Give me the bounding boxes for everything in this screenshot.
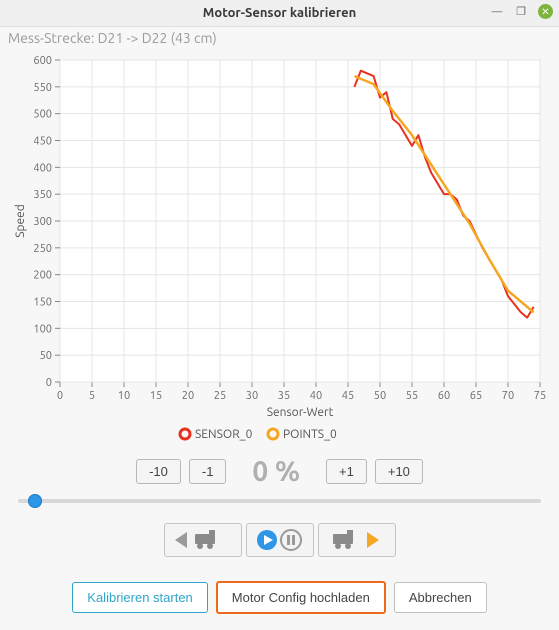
svg-text:Sensor-Wert: Sensor-Wert	[266, 406, 333, 419]
svg-text:50: 50	[39, 350, 51, 362]
play-pause-button[interactable]	[246, 523, 314, 557]
reverse-button[interactable]	[164, 523, 242, 557]
calibrate-start-button[interactable]: Kalibrieren starten	[72, 582, 208, 613]
cancel-button[interactable]: Abbrechen	[394, 582, 487, 613]
svg-text:550: 550	[33, 82, 52, 94]
reverse-train-icon	[173, 528, 233, 552]
maximize-icon[interactable]: ❐	[514, 5, 528, 19]
svg-text:15: 15	[149, 390, 161, 402]
svg-text:150: 150	[33, 297, 52, 309]
svg-text:450: 450	[33, 136, 52, 148]
minimize-icon[interactable]: —	[490, 5, 504, 19]
svg-text:600: 600	[33, 55, 52, 67]
svg-text:40: 40	[309, 390, 321, 402]
play-pause-icon	[255, 528, 305, 552]
svg-text:20: 20	[181, 390, 193, 402]
step-minus-10-button[interactable]: -10	[136, 459, 181, 484]
svg-text:350: 350	[33, 189, 52, 201]
svg-text:0: 0	[45, 377, 51, 389]
window-title: Motor-Sensor kalibrieren	[203, 6, 356, 20]
svg-text:400: 400	[33, 162, 52, 174]
step-plus-1-button[interactable]: +1	[326, 459, 367, 484]
forward-button[interactable]	[318, 523, 396, 557]
svg-text:100: 100	[33, 323, 52, 335]
svg-text:POINTS_0: POINTS_0	[283, 428, 337, 441]
svg-text:55: 55	[405, 390, 417, 402]
svg-text:25: 25	[213, 390, 225, 402]
svg-text:Speed: Speed	[14, 204, 27, 238]
svg-text:70: 70	[501, 390, 513, 402]
close-icon[interactable]: ✕	[538, 4, 553, 19]
svg-text:500: 500	[33, 109, 52, 121]
svg-text:10: 10	[117, 390, 129, 402]
step-value-label: 0 %	[252, 456, 300, 487]
svg-text:65: 65	[469, 390, 481, 402]
forward-train-icon	[327, 528, 387, 552]
svg-text:SENSOR_0: SENSOR_0	[195, 428, 253, 441]
upload-config-button[interactable]: Motor Config hochladen	[216, 581, 386, 614]
svg-text:60: 60	[437, 390, 449, 402]
step-minus-1-button[interactable]: -1	[189, 459, 227, 484]
svg-text:250: 250	[33, 243, 52, 255]
svg-text:30: 30	[245, 390, 257, 402]
speed-slider[interactable]	[18, 499, 541, 503]
svg-text:35: 35	[277, 390, 289, 402]
svg-text:0: 0	[56, 390, 62, 402]
svg-text:5: 5	[88, 390, 94, 402]
calibration-chart: 0 5 10 15 20 25 30 35 40 45 50 55 60 65 70 75 0 50 100 150 2…	[10, 48, 550, 448]
measurement-path-label: Mess-Strecke: D21 -> D22 (43 cm)	[0, 27, 559, 48]
svg-text:300: 300	[33, 216, 52, 228]
step-plus-10-button[interactable]: +10	[375, 459, 423, 484]
svg-text:200: 200	[33, 270, 52, 282]
svg-text:45: 45	[341, 390, 353, 402]
svg-text:75: 75	[533, 390, 545, 402]
svg-text:50: 50	[373, 390, 385, 402]
